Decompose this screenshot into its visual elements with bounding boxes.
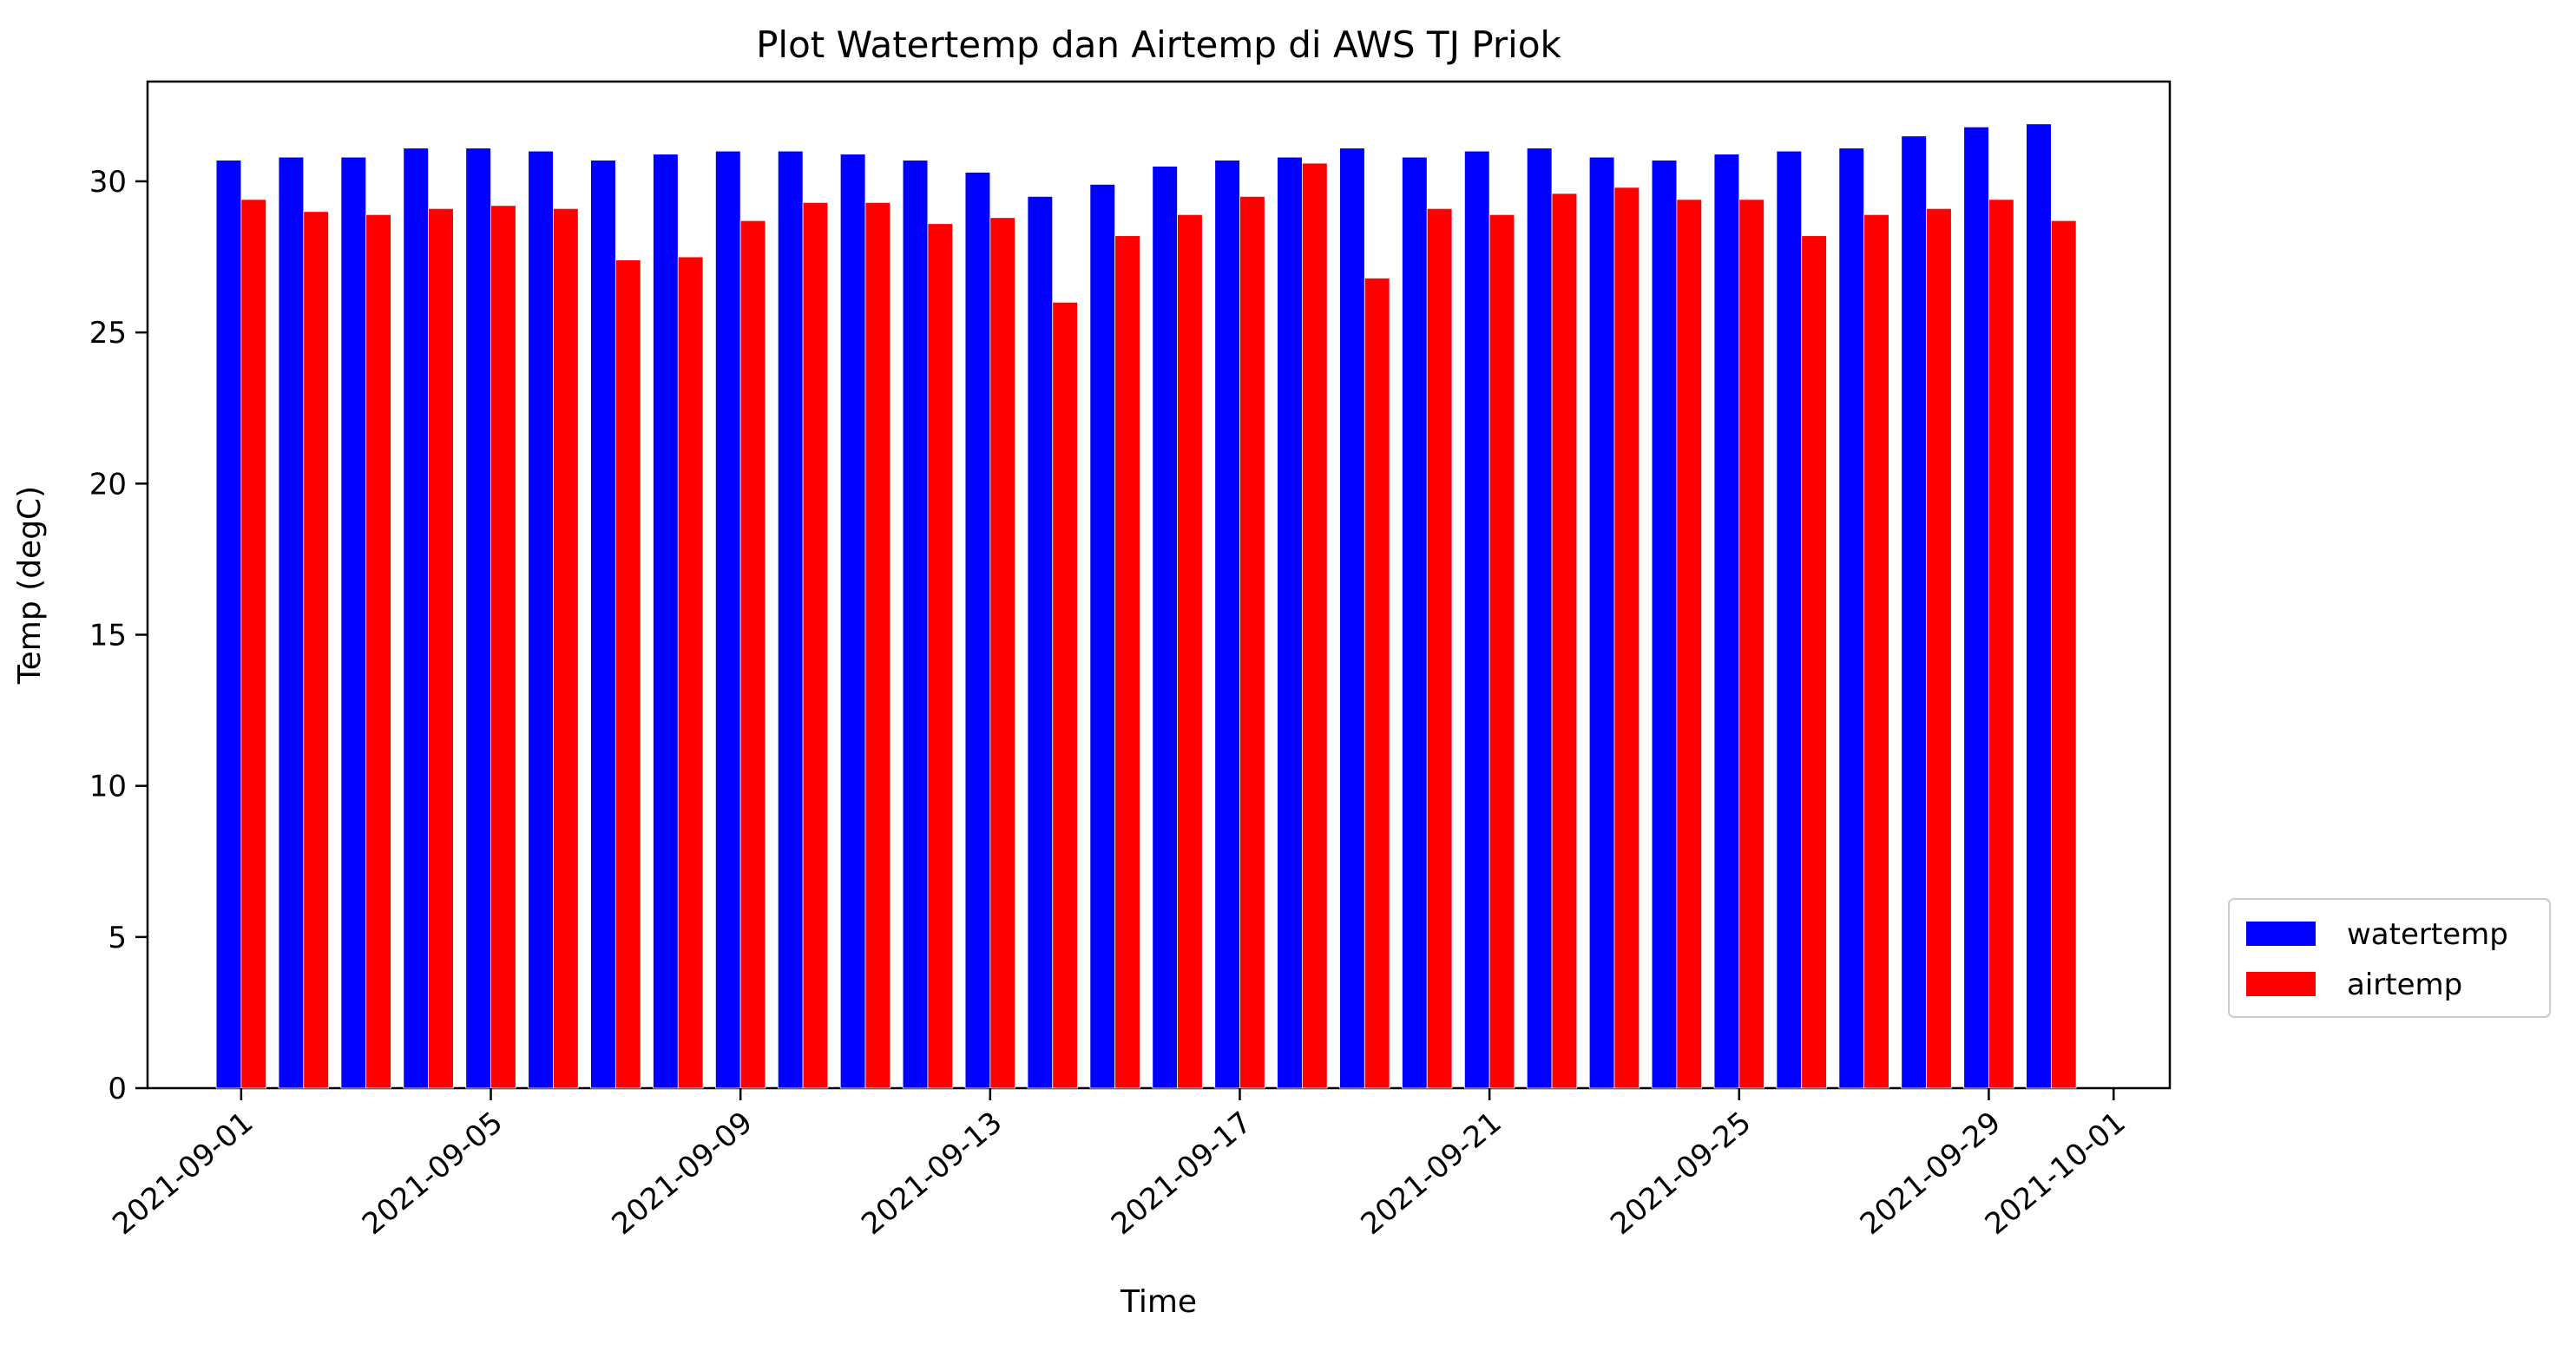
bar-watertemp-2021-09-03: [340, 156, 367, 1089]
y-tick-label-20: 20: [89, 467, 127, 502]
bar-watertemp-2021-09-30: [2026, 123, 2052, 1089]
x-tick-label-2021-09-21: 2021-09-21: [1355, 1105, 1508, 1242]
y-tick-label-5: 5: [108, 921, 127, 955]
bar-watertemp-2021-09-10: [777, 150, 804, 1089]
y-tick-label-10: 10: [89, 770, 127, 804]
x-tick-label-2021-09-25: 2021-09-25: [1604, 1105, 1758, 1242]
bar-airtemp-2021-09-28: [1926, 207, 1952, 1089]
bar-watertemp-2021-09-28: [1901, 135, 1927, 1089]
bar-watertemp-2021-09-04: [403, 148, 430, 1089]
bar-watertemp-2021-09-29: [1963, 126, 1989, 1089]
bar-airtemp-2021-09-19: [1364, 278, 1390, 1089]
y-tick-label-30: 30: [89, 165, 127, 200]
bar-airtemp-2021-09-26: [1801, 235, 1827, 1089]
bar-airtemp-2021-09-01: [240, 199, 267, 1089]
bar-watertemp-2021-09-22: [1526, 148, 1553, 1089]
y-axis: 0 5 10 15 20 25 30: [89, 165, 148, 1106]
y-tick-label-25: 25: [89, 316, 127, 351]
bar-airtemp-2021-09-23: [1613, 187, 1640, 1089]
legend: watertemp airtemp: [2228, 898, 2551, 1018]
bar-airtemp-2021-09-04: [428, 207, 454, 1089]
x-tick-label-2021-09-17: 2021-09-17: [1105, 1105, 1258, 1242]
bar-airtemp-2021-09-16: [1177, 213, 1203, 1089]
legend-swatch-airtemp: [2246, 972, 2316, 996]
bar-airtemp-2021-09-20: [1426, 207, 1453, 1089]
bar-watertemp-2021-09-08: [653, 154, 679, 1089]
bar-airtemp-2021-09-17: [1239, 195, 1265, 1089]
y-axis-label: Temp (degC): [12, 486, 48, 685]
bar-airtemp-2021-09-06: [553, 207, 579, 1089]
bar-watertemp-2021-09-09: [715, 150, 741, 1089]
chart-title: Plot Watertemp dan Airtemp di AWS TJ Pri…: [756, 23, 1561, 66]
x-tick-label-2021-09-05: 2021-09-05: [356, 1105, 509, 1242]
bar-watertemp-2021-09-13: [964, 172, 991, 1089]
bar-watertemp-2021-09-19: [1339, 148, 1365, 1089]
bar-watertemp-2021-09-14: [1027, 195, 1054, 1089]
bar-airtemp-2021-09-08: [677, 256, 704, 1089]
bar-airtemp-2021-09-18: [1302, 162, 1328, 1089]
legend-label-airtemp: airtemp: [2347, 968, 2462, 1002]
bar-watertemp-2021-09-12: [902, 160, 929, 1089]
bar-watertemp-2021-09-06: [528, 150, 554, 1089]
bars-layer: [215, 123, 2077, 1089]
bar-airtemp-2021-09-15: [1114, 235, 1140, 1089]
bar-airtemp-2021-09-30: [2050, 220, 2077, 1089]
bar-watertemp-2021-09-17: [1214, 160, 1240, 1089]
bar-airtemp-2021-09-09: [739, 220, 766, 1089]
bar-watertemp-2021-09-11: [839, 154, 866, 1089]
bar-watertemp-2021-09-24: [1651, 160, 1678, 1089]
legend-label-watertemp: watertemp: [2347, 917, 2508, 952]
bar-airtemp-2021-09-29: [1988, 199, 2014, 1089]
bar-watertemp-2021-09-01: [215, 160, 242, 1089]
bar-airtemp-2021-09-12: [927, 223, 954, 1089]
bar-airtemp-2021-09-21: [1488, 213, 1515, 1089]
bar-airtemp-2021-09-14: [1052, 301, 1078, 1089]
x-axis-label: Time: [1120, 1284, 1197, 1320]
bar-watertemp-2021-09-27: [1838, 148, 1865, 1089]
bar-watertemp-2021-09-18: [1277, 156, 1303, 1089]
bar-airtemp-2021-09-03: [365, 213, 391, 1089]
x-tick-label-2021-09-09: 2021-09-09: [606, 1105, 759, 1242]
bar-airtemp-2021-09-02: [303, 211, 329, 1089]
bar-airtemp-2021-09-22: [1551, 193, 1578, 1089]
bar-watertemp-2021-09-25: [1713, 154, 1740, 1089]
bar-watertemp-2021-09-23: [1588, 156, 1615, 1089]
bar-airtemp-2021-09-24: [1676, 199, 1703, 1089]
bar-watertemp-2021-09-21: [1463, 150, 1490, 1089]
bar-airtemp-2021-09-11: [864, 201, 891, 1089]
y-tick-label-15: 15: [89, 618, 127, 653]
bar-airtemp-2021-09-13: [989, 217, 1015, 1089]
bar-airtemp-2021-09-07: [614, 259, 641, 1089]
bar-watertemp-2021-09-16: [1152, 166, 1178, 1089]
bar-watertemp-2021-09-15: [1089, 184, 1116, 1089]
x-tick-label-2021-09-13: 2021-09-13: [855, 1105, 1009, 1242]
bar-watertemp-2021-09-05: [465, 148, 491, 1089]
bar-watertemp-2021-09-20: [1402, 156, 1428, 1089]
bar-airtemp-2021-09-05: [490, 205, 516, 1089]
legend-swatch-watertemp: [2246, 922, 2316, 946]
bar-airtemp-2021-09-27: [1863, 213, 1889, 1089]
bar-watertemp-2021-09-07: [590, 160, 616, 1089]
bar-airtemp-2021-09-10: [802, 201, 829, 1089]
x-axis: 2021-09-01 2021-09-05 2021-09-09 2021-09-13…: [106, 1088, 2132, 1242]
bar-airtemp-2021-09-25: [1738, 199, 1764, 1089]
bar-watertemp-2021-09-02: [278, 156, 305, 1089]
bar-watertemp-2021-09-26: [1776, 150, 1803, 1089]
x-tick-label-2021-09-01: 2021-09-01: [106, 1105, 260, 1242]
y-tick-label-0: 0: [108, 1072, 127, 1106]
